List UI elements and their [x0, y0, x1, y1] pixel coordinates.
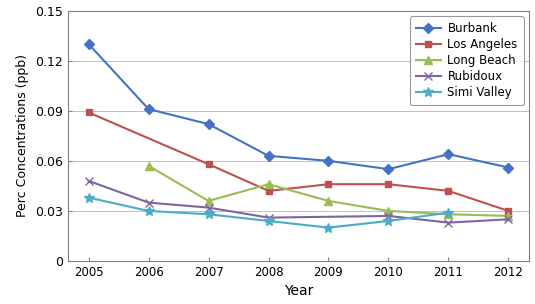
Long Beach — [445, 212, 452, 216]
Burbank — [86, 42, 92, 46]
Los Angeles — [86, 111, 92, 114]
Long Beach — [505, 214, 511, 218]
Line: Burbank: Burbank — [85, 40, 512, 173]
Rubidoux — [205, 206, 212, 209]
Line: Rubidoux: Rubidoux — [85, 177, 513, 227]
Rubidoux — [385, 214, 392, 218]
Burbank — [505, 166, 511, 169]
Y-axis label: Perc Concentrations (ppb): Perc Concentrations (ppb) — [16, 54, 29, 217]
Simi Valley — [205, 212, 212, 216]
Los Angeles — [205, 162, 212, 166]
Los Angeles — [385, 182, 392, 186]
Line: Los Angeles: Los Angeles — [85, 109, 512, 214]
Simi Valley — [146, 209, 152, 213]
Simi Valley — [265, 219, 272, 223]
Burbank — [445, 152, 452, 156]
Long Beach — [146, 164, 152, 168]
Simi Valley — [325, 226, 332, 230]
X-axis label: Year: Year — [284, 285, 313, 299]
Long Beach — [325, 199, 332, 203]
Rubidoux — [445, 221, 452, 224]
Long Beach — [385, 209, 392, 213]
Simi Valley — [385, 219, 392, 223]
Burbank — [265, 154, 272, 158]
Long Beach — [265, 182, 272, 186]
Burbank — [325, 159, 332, 163]
Burbank — [385, 168, 392, 171]
Burbank — [146, 107, 152, 111]
Los Angeles — [445, 189, 452, 193]
Legend: Burbank, Los Angeles, Long Beach, Rubidoux, Simi Valley: Burbank, Los Angeles, Long Beach, Rubido… — [410, 16, 524, 105]
Los Angeles — [265, 189, 272, 193]
Line: Long Beach: Long Beach — [144, 162, 513, 220]
Rubidoux — [86, 179, 92, 183]
Los Angeles — [505, 209, 511, 213]
Line: Simi Valley: Simi Valley — [83, 193, 453, 233]
Simi Valley — [86, 196, 92, 199]
Long Beach — [205, 199, 212, 203]
Rubidoux — [505, 217, 511, 221]
Los Angeles — [325, 182, 332, 186]
Rubidoux — [265, 216, 272, 219]
Burbank — [205, 122, 212, 126]
Rubidoux — [146, 201, 152, 204]
Simi Valley — [445, 211, 452, 214]
